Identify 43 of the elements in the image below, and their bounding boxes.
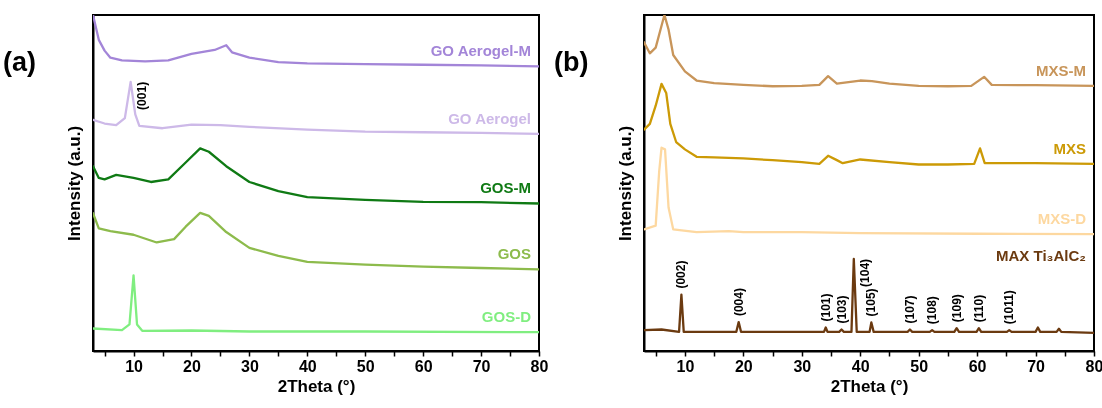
x-tick-label: 70	[1027, 357, 1046, 375]
series-label: MXS-M	[1036, 61, 1086, 79]
annotation: (001)	[134, 81, 149, 110]
x-tick-label: 30	[793, 357, 812, 375]
x-tick-label: 20	[183, 357, 201, 375]
series-label: MXS	[1053, 139, 1086, 157]
annotation: (105)	[864, 288, 879, 317]
x-axis-title: 2Theta (°)	[277, 376, 356, 396]
x-tick-label: 50	[356, 357, 375, 375]
annotation: (004)	[731, 288, 746, 317]
x-tick-label: 40	[298, 357, 317, 375]
x-tick-label: 70	[472, 357, 491, 375]
annotation: (1011)	[1002, 290, 1017, 325]
series-label: GO Aerogel	[448, 109, 531, 127]
y-axis-title: Intensity (a.u.)	[64, 125, 84, 242]
x-tick-label: 80	[1085, 357, 1102, 375]
x-tick-label: 50	[910, 357, 929, 375]
series-label: MXS-D	[1037, 210, 1087, 228]
annotation: (110)	[971, 294, 986, 323]
series-label: GOS-M	[480, 179, 531, 197]
annotation: (002)	[674, 260, 689, 289]
annotation: (108)	[925, 296, 940, 325]
annotation: (104)	[857, 258, 872, 287]
annotation: (109)	[949, 294, 964, 323]
x-tick-label: 20	[734, 357, 753, 375]
x-tick-label: 60	[414, 357, 433, 375]
x-tick-label: 30	[240, 357, 259, 375]
series-label: GOS	[497, 245, 531, 263]
x-tick-label: 10	[125, 357, 144, 375]
series-label: GO Aerogel-M	[430, 42, 531, 60]
annotation: (101)	[818, 293, 833, 322]
series-label: GOS-D	[481, 308, 532, 326]
y-axis-title: Intensity (a.u.)	[615, 125, 635, 242]
text: MAX Ti₃AlC₂	[996, 247, 1086, 265]
text: (a)	[3, 47, 36, 77]
text: (b)	[554, 47, 589, 77]
x-tick-label: 80	[530, 357, 549, 375]
x-tick-label: 40	[851, 357, 870, 375]
x-axis-title: 2Theta (°)	[830, 376, 909, 396]
annotation: (103)	[834, 295, 849, 324]
annotation: (107)	[902, 295, 917, 324]
x-tick-label: 10	[676, 357, 695, 375]
x-tick-label: 60	[968, 357, 987, 375]
